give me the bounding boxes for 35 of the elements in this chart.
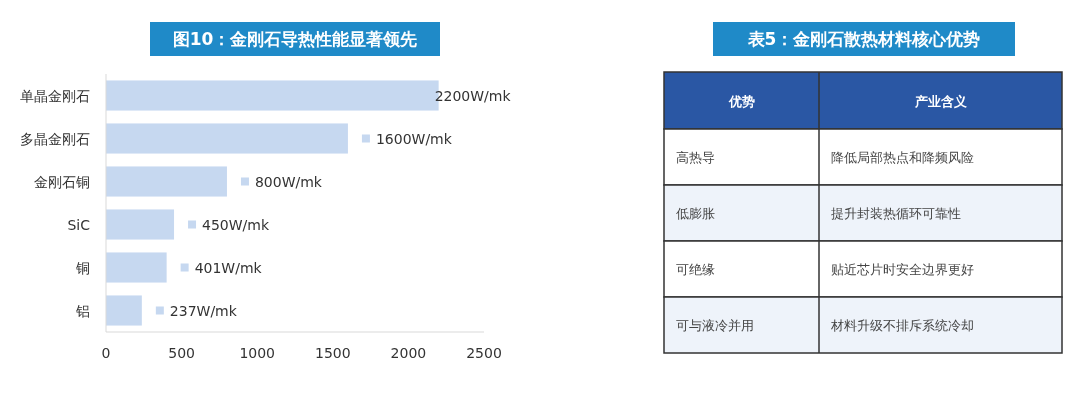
y-tick-label: 铜: [75, 259, 90, 276]
x-tick-label: 2000: [390, 345, 427, 361]
y-tick-label: 金刚石铜: [34, 173, 90, 190]
y-tick-label: 多晶金刚石: [20, 130, 90, 147]
bar: [106, 295, 142, 326]
text: 低膨胀: [676, 206, 715, 221]
text: 降低局部热点和降频风险: [831, 150, 974, 165]
text: 优势: [727, 93, 755, 109]
y-tick-label: SiC: [67, 216, 91, 233]
y-tick-label: 单晶金刚石: [20, 87, 90, 104]
data-label: 237W/mk: [169, 302, 238, 319]
x-tick-label: 1500: [314, 345, 351, 361]
text: 贴近芯片时安全边界更好: [831, 262, 974, 277]
bar: [106, 166, 227, 197]
text: 可绝缘: [676, 262, 715, 277]
text: 表5：金刚石散热材料核心优势: [746, 29, 981, 49]
data-label: 2200W/mk: [434, 87, 512, 104]
x-tick-label: 1000: [239, 345, 276, 361]
data-label: 450W/mk: [202, 216, 270, 233]
text: 提升封装热循环可靠性: [831, 206, 961, 221]
x-tick-label: 500: [168, 345, 195, 361]
text: 材料升级不排斥系统冷却: [830, 318, 974, 333]
text: 产业含义: [913, 93, 968, 109]
x-tick-label: 0: [101, 345, 111, 361]
chart-title: 图10：金刚石导热性能显著领先: [172, 29, 418, 49]
bar: [106, 209, 175, 240]
x-tick-label: 2500: [466, 345, 502, 361]
text: 高热导: [676, 150, 715, 165]
data-label: 401W/mk: [194, 259, 263, 276]
data-label: 800W/mk: [254, 173, 323, 190]
text: 可与液冷并用: [676, 318, 754, 333]
bar: [106, 123, 348, 154]
data-label: 1600W/mk: [375, 130, 453, 147]
bar: [106, 252, 167, 283]
y-tick-label: 铝: [75, 302, 90, 319]
